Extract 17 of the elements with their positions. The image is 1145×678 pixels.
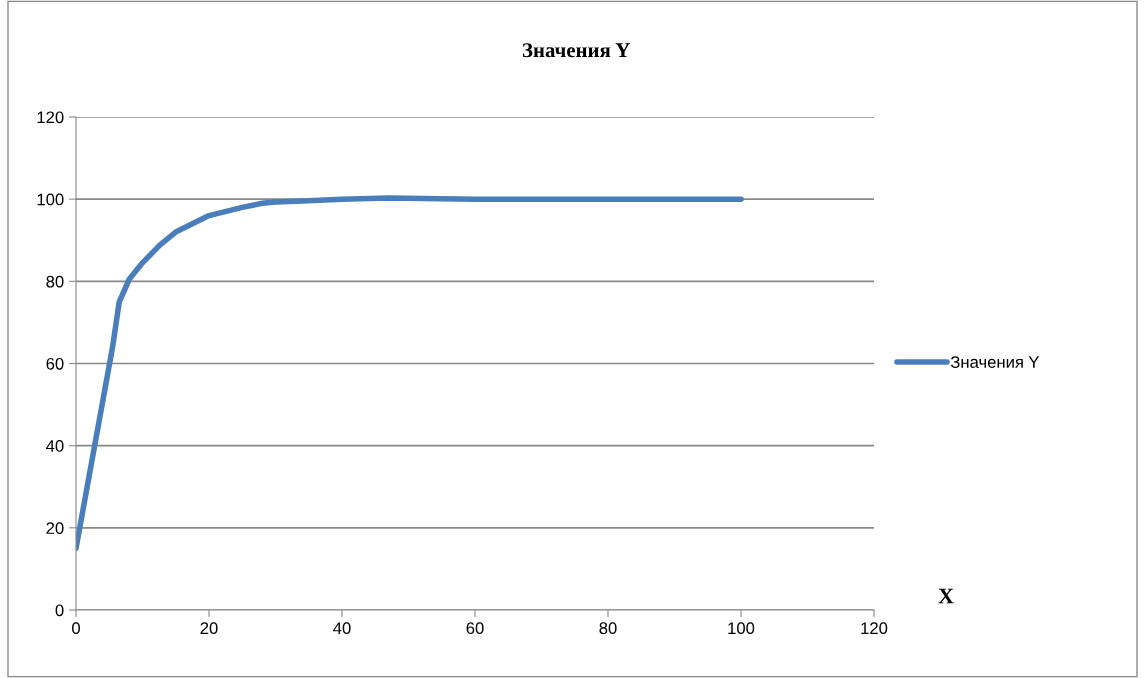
x-tick-label: 20	[200, 622, 218, 635]
y-tick-label: 120	[37, 111, 64, 124]
y-tick-label: 100	[37, 193, 64, 206]
y-tick-label: 40	[46, 440, 64, 452]
x-tick-label: 0	[72, 622, 80, 635]
x-tick-label: 40	[333, 622, 351, 635]
chart-title: Значения Y	[522, 43, 630, 58]
x-tick-label: 80	[599, 622, 617, 635]
x-axis-title: X	[938, 588, 954, 604]
y-tick-label: 0	[55, 604, 64, 617]
x-tick-label: 100	[728, 622, 755, 635]
y-tick-label: 20	[46, 522, 64, 535]
legend-label: Значения Y	[950, 356, 1040, 368]
x-tick-label: 120	[861, 622, 888, 635]
y-tick-label: 60	[46, 357, 64, 370]
y-tick-label: 80	[46, 275, 64, 288]
x-tick-label: 60	[466, 622, 484, 635]
